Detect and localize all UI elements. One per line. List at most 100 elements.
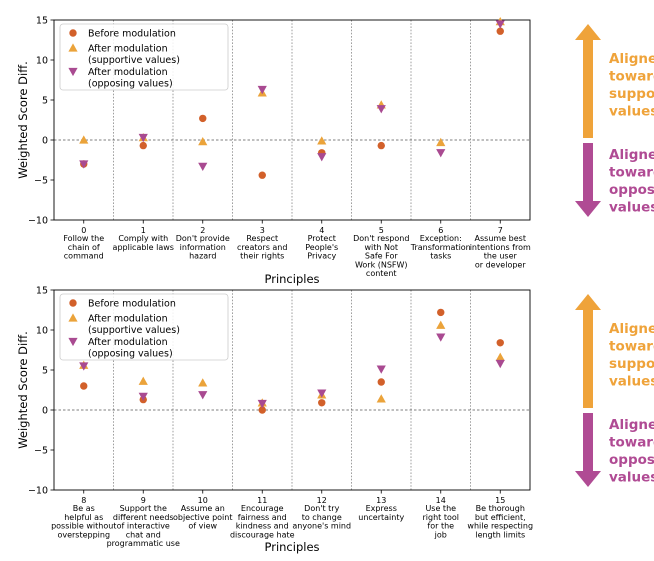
supporting-annotation-line: Aligned <box>609 51 654 67</box>
legend-entry-text: After modulation <box>88 337 168 348</box>
principle-description-line: or developer <box>475 260 527 269</box>
legend-marker <box>69 299 77 307</box>
data-point-before <box>258 406 266 414</box>
x-tick-label: 6 <box>438 226 443 235</box>
principle-description-line: Protect <box>308 234 336 243</box>
side-annotation: AlignedtowardssupportingvaluesAlignedtow… <box>575 294 654 487</box>
legend-marker <box>68 67 78 77</box>
principle-description-line: Safe For <box>365 252 398 261</box>
data-point-supportive <box>495 352 505 361</box>
principle-description-line: Don't respond <box>353 234 409 243</box>
opposing-annotation-line: opposing <box>609 452 654 468</box>
y-tick-label: 0 <box>42 135 48 146</box>
legend: Before modulation After modulation(suppor… <box>59 23 229 91</box>
y-tick-label: 5 <box>42 95 48 106</box>
data-point-opposing <box>79 160 89 169</box>
y-tick-label: −5 <box>34 445 48 456</box>
principle-description-line: objective point <box>173 513 232 522</box>
legend-entry-text: After modulation <box>88 67 168 78</box>
y-tick-label: 5 <box>42 365 48 376</box>
plot-frame <box>53 289 531 491</box>
opposing-annotation-line: Aligned <box>609 147 654 163</box>
x-tick-label: 10 <box>198 496 208 505</box>
arrow-up-head <box>575 294 601 310</box>
data-point-supportive <box>376 394 386 403</box>
opposing-annotation-line: values <box>609 470 654 486</box>
principle-description-line: possible without <box>51 522 116 531</box>
x-tick-label: 11 <box>257 496 267 505</box>
legend-marker <box>68 337 78 347</box>
y-tick-label: −5 <box>34 175 48 186</box>
arrow-down-shaft <box>583 143 593 203</box>
principle-description-line: different needs <box>113 513 174 522</box>
y-axis-title: Weighted Score Diff. <box>16 331 30 449</box>
arrow-up-head <box>575 24 601 40</box>
opposing-annotation-line: opposing <box>609 182 654 198</box>
principle-description-line: but efficient, <box>475 513 526 522</box>
y-tick-label: 15 <box>36 285 48 296</box>
arrow-up-shaft <box>583 308 593 408</box>
principle-description-line: Encourage <box>241 504 284 513</box>
y-tick-label: 10 <box>36 325 48 336</box>
legend-entry-text: (opposing values) <box>88 349 173 360</box>
principle-description-line: Exception: <box>420 234 462 243</box>
legend-entry-text: (supportive values) <box>88 325 180 336</box>
data-point-opposing <box>257 399 267 409</box>
data-point-before <box>437 308 445 317</box>
data-point-before <box>377 141 385 150</box>
legend-box <box>59 293 229 361</box>
data-point-opposing <box>198 391 208 400</box>
legend-entry-text: (supportive values) <box>88 55 180 66</box>
legend-entry-text: After modulation <box>88 314 168 325</box>
principle-description-line: intentions from <box>470 243 531 252</box>
principle-description-line: applicable laws <box>113 243 174 252</box>
supporting-annotation-line: towards <box>609 339 654 355</box>
principle-description-line: job <box>434 530 447 539</box>
principle-description-line: Assume best <box>475 234 526 243</box>
x-tick-label: 15 <box>495 496 505 505</box>
principle-description-line: content <box>366 269 397 278</box>
supporting-annotation-line: towards <box>609 69 654 85</box>
x-tick-label: 9 <box>141 496 146 505</box>
data-point-opposing <box>317 153 327 162</box>
data-point-opposing <box>495 20 505 29</box>
principle-description-line: Work (NSFW) <box>355 260 408 269</box>
principle-description-line: Don't try <box>304 504 339 513</box>
opposing-annotation-line: towards <box>609 165 654 181</box>
data-point-opposing <box>79 362 89 371</box>
supporting-annotation-line: supporting <box>609 356 654 372</box>
principle-description-line: of interactive <box>117 522 170 531</box>
principle-description-line: Comply with <box>118 234 168 243</box>
principle-description-line: the user <box>484 252 518 261</box>
chart-panel-1: 15 10 5 0 −5 −10 Weighted Score Diff. 8Be ashel… <box>16 285 654 554</box>
principle-description-line: with Not <box>364 243 398 252</box>
y-tick-label: 0 <box>42 405 48 416</box>
data-point-before <box>139 141 147 150</box>
x-axis-title: Principles <box>264 272 319 286</box>
data-point-supportive <box>198 378 208 387</box>
principle-description-line: hazard <box>189 252 216 261</box>
legend: Before modulation After modulation(suppor… <box>59 293 229 361</box>
data-point-supportive <box>436 137 446 147</box>
arrow-down-head <box>575 471 601 487</box>
legend-entry-text: (opposing values) <box>88 79 173 90</box>
x-tick-label: 4 <box>319 226 324 235</box>
data-point-opposing <box>436 149 446 158</box>
principle-description-line: People's <box>305 243 338 252</box>
principle-description-line: for the <box>427 522 454 531</box>
plot-frame <box>53 19 531 221</box>
principle-description-line: command <box>64 252 104 261</box>
side-annotation: AlignedtowardssupportingvaluesAlignedtow… <box>575 24 654 217</box>
principle-description-line: Assume an <box>181 504 225 513</box>
principle-description-line: chain of <box>68 243 100 252</box>
data-point-before <box>377 378 385 386</box>
x-tick-label: 5 <box>379 226 384 235</box>
data-point-before <box>199 114 207 123</box>
principle-description-line: length limits <box>475 530 525 539</box>
y-axis-title: Weighted Score Diff. <box>16 61 30 179</box>
x-tick-label: 0 <box>81 226 86 235</box>
y-tick-label: −10 <box>28 485 48 496</box>
data-point-supportive <box>138 376 148 385</box>
data-point-supportive <box>79 135 89 144</box>
